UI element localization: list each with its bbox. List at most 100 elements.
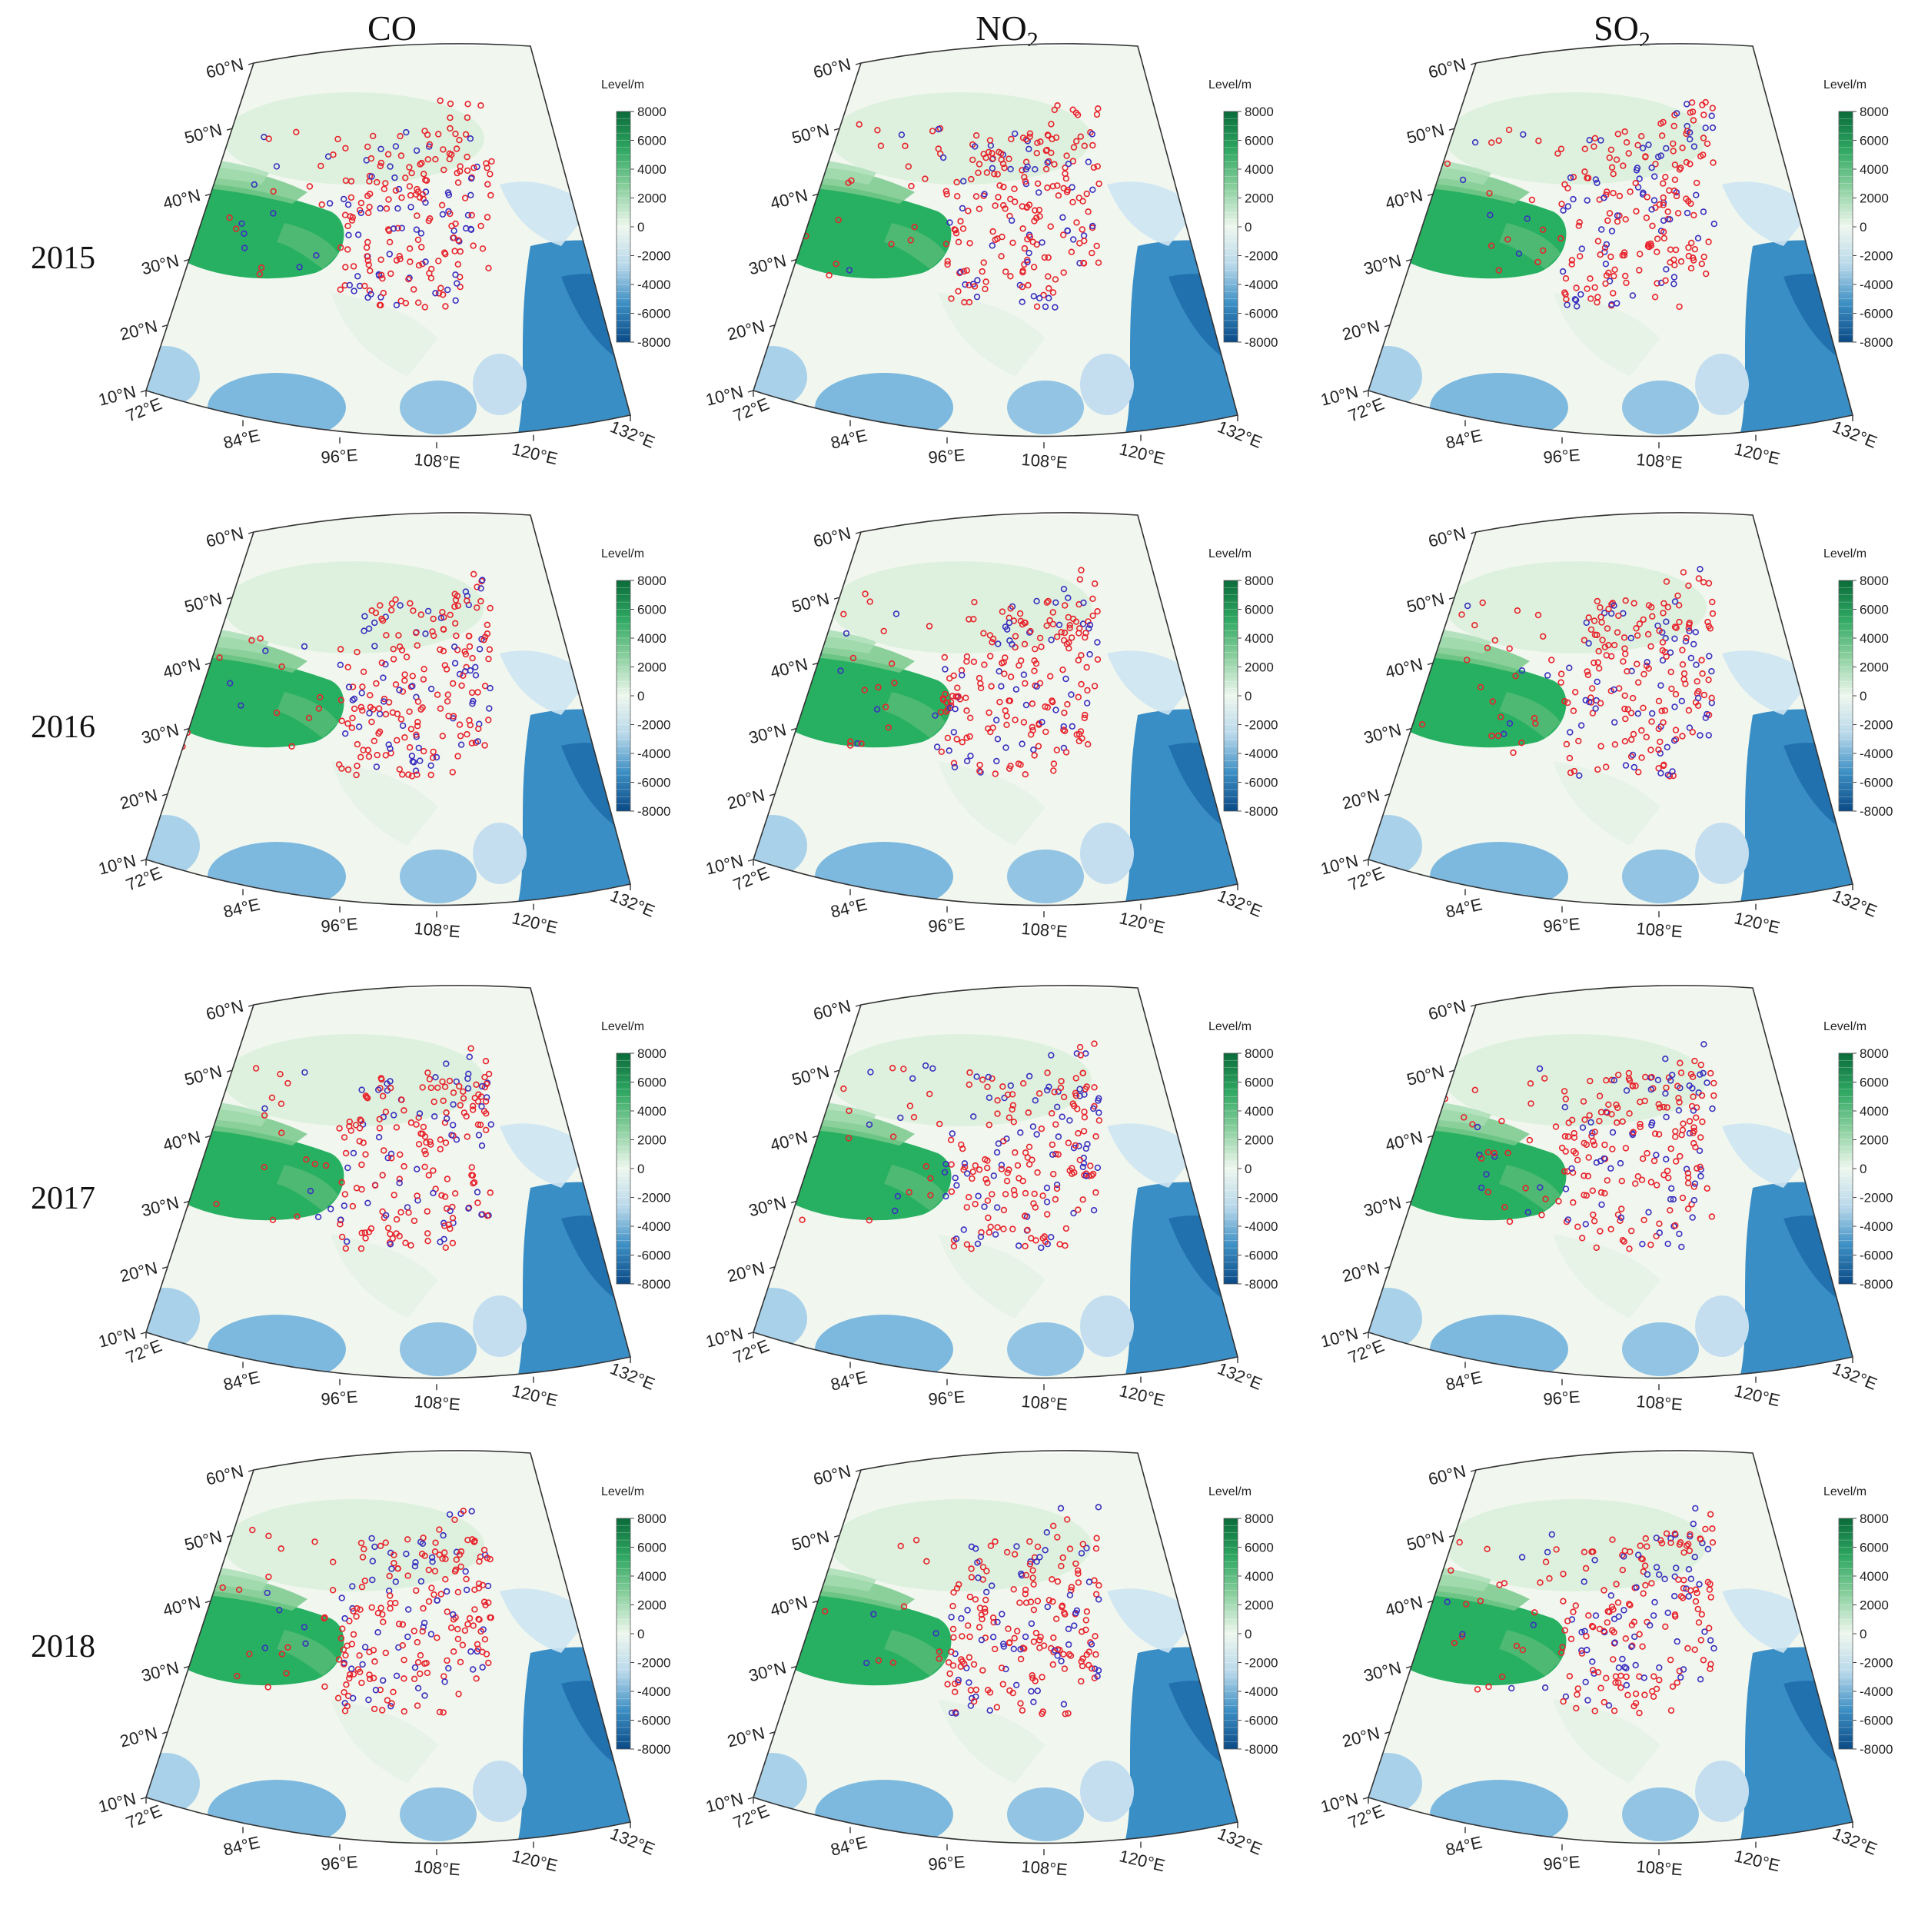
station-increase-marker bbox=[1647, 643, 1654, 650]
station-increase-marker bbox=[1560, 1598, 1567, 1604]
station-increase-marker bbox=[982, 1175, 989, 1183]
station-increase-marker bbox=[1007, 273, 1014, 280]
station-increase-marker bbox=[998, 1664, 1006, 1671]
station-increase-marker bbox=[1594, 238, 1602, 244]
station-decrease-marker bbox=[986, 1707, 993, 1714]
station-increase-marker bbox=[233, 225, 240, 232]
station-increase-marker bbox=[1002, 707, 1009, 714]
station-increase-marker bbox=[1698, 657, 1705, 663]
station-increase-marker bbox=[1683, 1542, 1690, 1549]
station-increase-marker bbox=[1012, 198, 1019, 205]
station-increase-marker bbox=[234, 1672, 241, 1680]
station-increase-marker bbox=[454, 179, 462, 186]
station-increase-marker bbox=[1045, 158, 1052, 165]
station-increase-marker bbox=[428, 1585, 435, 1591]
longitude-label: 108°E bbox=[1636, 1857, 1684, 1880]
station-increase-marker bbox=[370, 1647, 377, 1654]
station-increase-marker bbox=[942, 241, 950, 248]
station-increase-marker bbox=[1078, 680, 1085, 688]
station-decrease-marker bbox=[452, 297, 459, 304]
colorbar-tick-label: 2000 bbox=[1860, 1598, 1889, 1613]
station-increase-marker bbox=[188, 165, 196, 171]
station-decrease-marker bbox=[974, 1240, 982, 1247]
station-decrease-marker bbox=[261, 1105, 268, 1112]
station-increase-marker bbox=[1612, 1679, 1619, 1686]
station-increase-marker bbox=[437, 646, 444, 653]
station-increase-marker bbox=[430, 1591, 437, 1598]
station-increase-marker bbox=[1033, 303, 1041, 310]
station-decrease-marker bbox=[464, 211, 472, 219]
station-increase-marker bbox=[470, 1179, 478, 1186]
station-increase-marker bbox=[949, 1625, 957, 1633]
station-increase-marker bbox=[450, 234, 457, 241]
station-decrease-marker bbox=[1645, 1209, 1652, 1215]
station-increase-marker bbox=[1604, 625, 1611, 632]
station-increase-marker bbox=[986, 148, 992, 156]
station-increase-marker bbox=[1588, 1548, 1595, 1555]
map-panel-so2-2015: 10°N 20°N 30°N 40°N 50°N 60°N 72°E 84°E 96°E 108°… bbox=[1318, 43, 1918, 507]
station-increase-marker bbox=[1061, 710, 1068, 717]
station-increase-marker bbox=[1069, 106, 1076, 113]
station-decrease-marker bbox=[1086, 621, 1094, 629]
station-increase-marker bbox=[342, 1245, 349, 1252]
station-increase-marker bbox=[1501, 1204, 1508, 1211]
station-decrease-marker bbox=[374, 1629, 381, 1636]
station-increase-marker bbox=[1665, 1174, 1672, 1182]
station-decrease-marker bbox=[441, 1678, 448, 1685]
station-increase-marker bbox=[448, 151, 455, 158]
latitude-label: 40°N bbox=[768, 185, 809, 213]
station-increase-marker bbox=[356, 1125, 364, 1132]
station-increase-marker bbox=[367, 155, 375, 162]
station-increase-marker bbox=[480, 1598, 488, 1605]
colorbar-tick-label: 4000 bbox=[1245, 162, 1274, 177]
station-increase-marker bbox=[952, 1688, 959, 1695]
station-increase-marker bbox=[321, 1614, 328, 1621]
colorbar-tick-label: -2000 bbox=[637, 249, 670, 264]
station-decrease-marker bbox=[424, 607, 432, 615]
station-increase-marker bbox=[436, 1526, 443, 1533]
map-svg: 10°N20°N30°N40°N50°N60°N72°E84°E96°E 108°… bbox=[703, 1450, 1278, 1879]
station-increase-marker bbox=[1667, 1656, 1674, 1664]
station-increase-marker bbox=[1564, 185, 1571, 192]
station-decrease-marker bbox=[467, 135, 474, 142]
station-decrease-marker bbox=[1065, 1641, 1072, 1648]
station-increase-marker bbox=[342, 145, 349, 152]
station-increase-marker bbox=[983, 1568, 990, 1575]
station-decrease-marker bbox=[949, 1709, 956, 1717]
station-decrease-marker bbox=[417, 757, 424, 764]
station-decrease-marker bbox=[1054, 1652, 1061, 1659]
station-decrease-marker bbox=[1611, 1076, 1617, 1084]
station-increase-marker bbox=[213, 1200, 220, 1208]
station-increase-marker bbox=[956, 1581, 962, 1588]
station-increase-marker bbox=[311, 1538, 318, 1545]
station-increase-marker bbox=[360, 668, 367, 676]
station-increase-marker bbox=[193, 1103, 201, 1111]
station-increase-marker bbox=[979, 268, 986, 275]
latitude-label: 50°N bbox=[182, 589, 224, 617]
station-decrease-marker bbox=[894, 1192, 902, 1200]
station-increase-marker bbox=[474, 1098, 482, 1105]
station-increase-marker bbox=[1006, 1114, 1013, 1121]
station-decrease-marker bbox=[1670, 274, 1678, 281]
latitude-label: 60°N bbox=[811, 996, 853, 1024]
station-increase-marker bbox=[1009, 1106, 1016, 1113]
station-increase-marker bbox=[1054, 101, 1061, 109]
station-increase-marker bbox=[379, 275, 386, 282]
station-decrease-marker bbox=[371, 1543, 378, 1551]
station-decrease-marker bbox=[384, 1154, 391, 1162]
station-increase-marker bbox=[405, 771, 412, 778]
station-decrease-marker bbox=[1515, 250, 1523, 257]
station-increase-marker bbox=[348, 724, 356, 731]
station-increase-marker bbox=[1078, 567, 1085, 574]
station-increase-marker bbox=[1622, 715, 1629, 723]
station-increase-marker bbox=[1081, 142, 1088, 149]
station-decrease-marker bbox=[385, 741, 392, 748]
station-markers bbox=[179, 570, 494, 780]
colorbar-tick-label: 8000 bbox=[1860, 1046, 1889, 1061]
station-increase-marker bbox=[423, 177, 430, 185]
station-increase-marker bbox=[1610, 1606, 1617, 1613]
station-increase-marker bbox=[900, 1603, 908, 1610]
station-increase-marker bbox=[1513, 1642, 1521, 1650]
station-decrease-marker bbox=[1000, 1641, 1007, 1648]
map-svg: 10°N20°N30°N40°N50°N60°N72°E84°E96°E 108°… bbox=[703, 43, 1278, 472]
